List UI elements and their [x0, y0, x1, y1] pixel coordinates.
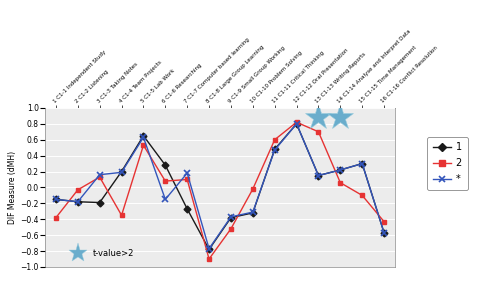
Y-axis label: DIF Measure (dMH): DIF Measure (dMH): [8, 151, 18, 224]
Text: t-value>2: t-value>2: [93, 249, 134, 258]
Legend: 1, 2, *: 1, 2, *: [428, 137, 468, 190]
